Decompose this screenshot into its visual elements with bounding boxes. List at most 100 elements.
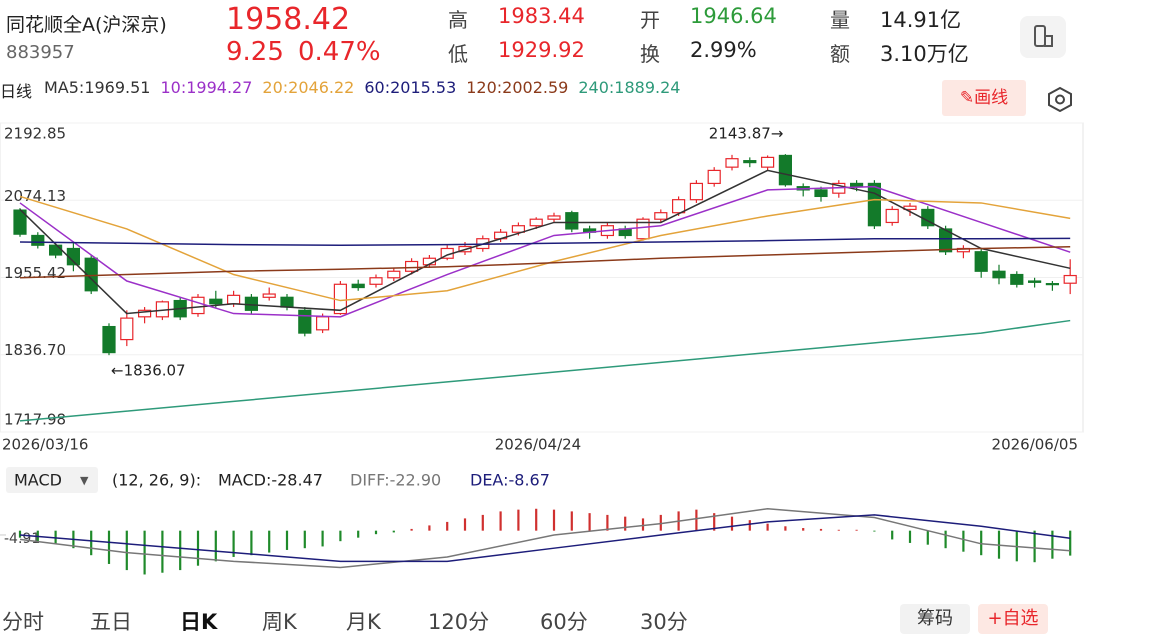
candle-body (760, 156, 775, 168)
y-tick-label: 2192.85 (4, 125, 66, 143)
ma-label: 120:2002.59 (466, 78, 569, 97)
candle-body (48, 244, 63, 256)
stat-value: 1983.44 (498, 4, 585, 28)
tab[interactable]: 周K (262, 610, 297, 634)
candle-body (227, 294, 241, 305)
device-button[interactable] (1020, 16, 1066, 58)
change: 9.25 (226, 37, 284, 67)
tab[interactable]: 120分 (428, 610, 490, 634)
action-button[interactable]: +自选 (978, 604, 1048, 634)
stat-value: 2.99% (690, 38, 757, 62)
candle-body (138, 309, 152, 318)
candle-body (262, 293, 276, 298)
index-code: 883957 (6, 42, 75, 63)
ma-label: 20:2046.22 (262, 78, 355, 97)
annotation-high: 2143.87→ (709, 125, 784, 143)
annotation-low: ←1836.07 (111, 362, 186, 380)
stat-label: 高 (448, 8, 468, 32)
candle-body (1010, 273, 1024, 285)
candle-body (671, 199, 686, 214)
chart: 2192.852074.131955.421836.701717.982026/… (0, 122, 1084, 575)
candle-body (369, 277, 383, 285)
macd-line-label: DEA:-8.67 (470, 471, 550, 490)
x-tick-label: 2026/03/16 (2, 436, 88, 454)
tab[interactable]: 分时 (2, 610, 44, 634)
candle-body (191, 296, 205, 315)
candle-body (387, 270, 401, 279)
ma-label: 10:1994.27 (160, 78, 253, 97)
draw-label: 画线 (974, 88, 1009, 108)
y-tick-label: 1955.42 (4, 264, 66, 282)
line (19, 237, 1071, 246)
stat-value: 1929.92 (498, 38, 585, 62)
tab[interactable]: 月K (346, 610, 381, 634)
tab[interactable]: 30分 (640, 610, 688, 634)
candle-body (636, 218, 650, 240)
candle-body (102, 325, 116, 354)
candle-body (529, 218, 543, 227)
candle-body (511, 225, 526, 233)
line (19, 514, 1071, 563)
candle-body (405, 260, 419, 272)
macd-value: MACD:-28.47 (218, 471, 323, 490)
ma-label: MA5:1969.51 (44, 78, 151, 97)
candle-body (209, 298, 223, 305)
device-icon (1034, 25, 1053, 47)
candle-body (867, 182, 882, 227)
settings-icon[interactable] (1046, 86, 1074, 112)
candle-body (654, 212, 668, 220)
candle-body (351, 283, 365, 289)
stat-label: 低 (448, 42, 468, 66)
candle-body (565, 212, 579, 230)
price: 1958.42 (226, 2, 351, 37)
draw-button[interactable]: ✎画线 (942, 80, 1026, 116)
candle-body (1027, 280, 1042, 283)
period: 日线 (0, 82, 33, 101)
index-name: 同花顺全A(沪深京) (6, 14, 167, 36)
line (19, 319, 1071, 422)
candle-body (743, 160, 757, 164)
candle-body (244, 296, 258, 311)
candle-body (316, 316, 330, 331)
x-tick-label: 2026/06/05 (992, 436, 1078, 454)
tab[interactable]: 五日 (90, 610, 132, 634)
change-pct: 0.47% (298, 37, 381, 67)
tab[interactable]: 日K (180, 610, 218, 634)
candle-body (547, 215, 561, 220)
line (19, 185, 1071, 318)
stat-label: 开 (640, 8, 660, 32)
candle-body (1063, 274, 1077, 284)
y-tick-label: 1836.70 (4, 341, 66, 359)
ma-labels: MA5:1969.51 10:1994.27 20:2046.22 60:2015.5… (44, 78, 690, 97)
candle-body (849, 182, 864, 188)
ma-label: 60:2015.53 (364, 78, 457, 97)
ma-label: 240:1889.24 (578, 78, 681, 97)
macd-selector-bg (6, 467, 98, 493)
candle-body (885, 208, 899, 224)
macd-selector: MACD (14, 471, 62, 490)
y-tick-label: 2074.13 (4, 187, 66, 205)
candle-body (974, 251, 988, 272)
candle-body (707, 169, 721, 185)
tab[interactable]: 60分 (540, 610, 588, 634)
macd-caret: ▼ (80, 474, 89, 487)
stat-label: 量 (830, 8, 850, 32)
candle-body (689, 182, 704, 201)
x-tick-label: 2026/04/24 (495, 436, 581, 454)
candle-body (938, 228, 953, 253)
candle-body (814, 189, 828, 198)
candle-body (120, 317, 134, 341)
stat-value: 14.91亿 (880, 8, 962, 32)
line (19, 246, 1071, 279)
candle-body (725, 158, 739, 168)
macd-line-label: DIFF:-22.90 (350, 471, 441, 490)
candle-body (778, 154, 793, 186)
stat-label: 换 (640, 42, 660, 66)
candle-body (280, 296, 294, 308)
candle-body (298, 309, 312, 334)
line (19, 169, 1071, 315)
macd-params: (12, 26, 9): (112, 471, 201, 490)
action-button[interactable]: 筹码 (900, 604, 970, 634)
stat-value: 1946.64 (690, 4, 777, 28)
